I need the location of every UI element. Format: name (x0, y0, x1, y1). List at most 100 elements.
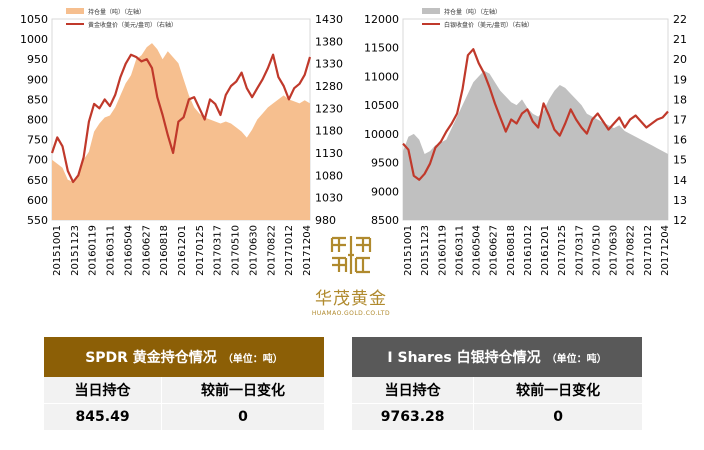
gold-y-left-tick: 750 (27, 134, 48, 147)
silver-x-tick: 20170125 (557, 225, 568, 276)
gold-y-left-tick: 600 (27, 194, 48, 207)
silver-y-right-tick: 16 (673, 134, 687, 147)
silver-panel-unit: （单位：吨） (546, 353, 607, 365)
gold-col-holdings-label: 当日持仓 (44, 377, 163, 404)
gold-x-tick: 20170510 (231, 225, 242, 276)
silver-y-right-tick: 18 (673, 93, 687, 106)
silver-x-tick: 20170317 (574, 225, 585, 276)
silver-x-tick: 20160311 (454, 225, 465, 276)
gold-y-left-tick: 900 (27, 73, 48, 86)
gold-y-right-tick: 1080 (315, 169, 343, 182)
gold-y-left-tick: 850 (27, 93, 48, 106)
legend-silver-area-label: 持仓量（吨）（左轴） (444, 8, 501, 16)
silver-x-tick: 20160119 (437, 225, 448, 276)
silver-y-left-tick: 10000 (364, 128, 399, 141)
silver-y-left-tick: 12000 (364, 13, 399, 26)
silver-y-left-tick: 9500 (371, 157, 399, 170)
logo-chinese-name: 华茂黄金 (315, 289, 387, 309)
silver-col-holdings-label: 当日持仓 (352, 377, 475, 404)
silver-x-tick: 20161201 (540, 225, 551, 276)
gold-y-right-tick: 1130 (315, 147, 343, 160)
gold-x-tick: 20160311 (106, 225, 117, 276)
gold-y-left-tick: 550 (27, 214, 48, 227)
company-logo: 华茂黄金 HUAMAO.GOLD.CO.LTD (296, 232, 406, 322)
gold-x-tick: 20170125 (195, 225, 206, 276)
gold-change-value: 0 (238, 409, 248, 425)
silver-price-line (402, 48, 669, 181)
gold-x-tick: 20170317 (213, 225, 224, 276)
silver-y-left-tick: 11000 (364, 70, 399, 83)
gold-x-tick: 20170630 (248, 225, 259, 276)
legend-silver-area-swatch (422, 8, 440, 14)
gold-x-tick: 20160627 (141, 225, 152, 276)
silver-holdings-area (403, 70, 668, 220)
gold-panel-header: SPDR 黄金持仓情况 （单位：吨） (44, 337, 324, 377)
silver-panel-header: I Shares 白银持仓情况 （单位：吨） (352, 337, 642, 377)
silver-x-tick: 20160627 (489, 225, 500, 276)
silver-y-left-tick: 8500 (371, 214, 399, 227)
legend-silver-line-label: 白银收盘价（美元/盎司）（右轴） (444, 21, 533, 29)
gold-holdings-panel: SPDR 黄金持仓情况 （单位：吨） 当日持仓 较前一日变化 845.49 0 (44, 337, 324, 430)
silver-y-right-tick: 12 (673, 214, 687, 227)
silver-x-tick: 20161012 (523, 225, 534, 276)
gold-x-tick: 20160818 (159, 225, 170, 276)
gold-x-tick: 20171204 (302, 225, 313, 276)
gold-x-tick: 20171012 (284, 225, 295, 276)
gold-x-tick: 20151123 (70, 225, 81, 276)
gold-panel-unit: （单位：吨） (222, 353, 283, 365)
silver-y-left-tick: 10500 (364, 99, 399, 112)
silver-y-left-tick: 9000 (371, 185, 399, 198)
silver-change-value: 0 (553, 409, 564, 425)
silver-y-right-tick: 19 (673, 73, 687, 86)
silver-y-left-tick: 11500 (364, 42, 399, 55)
silver-holdings-chart: 12000 11500 11000 10500 10000 9500 9000 8500 22… (364, 8, 687, 276)
gold-y-left-tick: 800 (27, 114, 48, 127)
silver-y-right-tick: 17 (673, 114, 687, 127)
gold-y-right-tick: 1280 (315, 80, 343, 93)
gold-panel-title: SPDR 黄金持仓情况 (85, 350, 217, 366)
gold-y-right-tick: 1180 (315, 125, 343, 138)
silver-x-tick: 20160504 (472, 225, 483, 276)
silver-x-tick: 20170630 (609, 225, 620, 276)
gold-x-tick: 20160504 (123, 225, 134, 276)
gold-col-change-label: 较前一日变化 (161, 377, 324, 404)
silver-holdings-table: 当日持仓 较前一日变化 9763.28 0 (352, 377, 642, 430)
silver-col-change-label: 较前一日变化 (473, 377, 642, 404)
silver-x-tick: 20170510 (591, 225, 602, 276)
gold-y-left-tick: 700 (27, 154, 48, 167)
legend-gold-area-label: 持仓量（吨）（左轴） (88, 8, 145, 16)
gold-price-line (50, 53, 312, 184)
silver-y-right-tick: 15 (673, 154, 687, 167)
silver-y-right-tick: 22 (673, 13, 687, 26)
gold-y-left-tick: 1050 (20, 13, 48, 26)
gold-holdings-table: 当日持仓 较前一日变化 845.49 0 (44, 377, 324, 430)
silver-holdings-value: 9763.28 (352, 403, 475, 430)
gold-x-tick: 20160119 (88, 225, 99, 276)
silver-x-tick: 20171012 (643, 225, 654, 276)
silver-x-tick: 20151123 (420, 225, 431, 276)
silver-y-right-tick: 21 (673, 33, 687, 46)
silver-y-right-tick: 14 (673, 174, 687, 187)
gold-x-tick: 20170822 (266, 225, 277, 276)
silver-panel-title: I Shares 白银持仓情况 (387, 350, 541, 366)
gold-y-right-tick: 980 (315, 214, 336, 227)
silver-y-right-tick: 13 (673, 194, 687, 207)
silver-holdings-panel: I Shares 白银持仓情况 （单位：吨） 当日持仓 较前一日变化 9763.… (352, 337, 642, 430)
legend-gold-line-label: 黄金收盘价（美元/盎司）（右轴） (88, 21, 177, 29)
logo-english-name: HUAMAO.GOLD.CO.LTD (311, 310, 391, 317)
gold-holdings-chart: 1050 1000 950 900 850 800 750 700 650 600 550 1430… (20, 8, 343, 276)
gold-y-left-tick: 650 (27, 174, 48, 187)
silver-x-tick: 20171204 (660, 225, 671, 276)
gold-holdings-area (52, 43, 310, 220)
gold-y-right-tick: 1330 (315, 58, 343, 71)
gold-y-right-tick: 1030 (315, 192, 343, 205)
silver-y-right-tick: 20 (673, 53, 687, 66)
legend-gold-area-swatch (66, 8, 84, 14)
gold-y-left-tick: 950 (27, 53, 48, 66)
gold-holdings-value: 845.49 (44, 403, 163, 430)
gold-y-right-tick: 1230 (315, 102, 343, 115)
gold-y-right-tick: 1430 (315, 13, 343, 26)
silver-x-tick: 20151001 (403, 225, 414, 276)
silver-x-tick: 20170822 (626, 225, 637, 276)
gold-x-tick: 20151001 (52, 225, 63, 276)
